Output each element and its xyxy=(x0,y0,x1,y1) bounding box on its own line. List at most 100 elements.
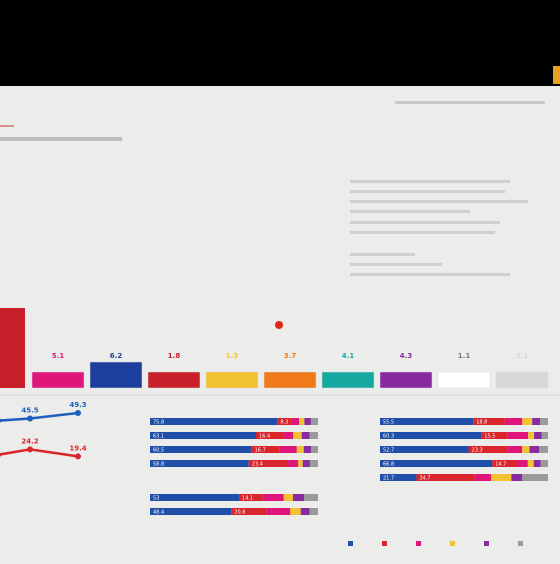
segment xyxy=(304,494,318,501)
segment xyxy=(299,418,305,425)
candidate-value: 3.7 xyxy=(284,352,297,360)
trend-point xyxy=(27,446,33,453)
segment xyxy=(310,418,318,425)
segment xyxy=(298,460,303,467)
trend-label: 19.4 xyxy=(69,444,86,452)
marker-dot xyxy=(275,321,283,329)
header-text xyxy=(395,101,545,104)
candidate-block xyxy=(89,361,143,389)
candidate-block xyxy=(495,371,549,389)
candidate-block xyxy=(263,371,317,389)
segment xyxy=(473,418,505,425)
trend-label: 49.3 xyxy=(69,401,86,409)
segment-label: 48.4 xyxy=(153,510,164,516)
lead-portrait xyxy=(0,308,25,388)
segment-label: 23.4 xyxy=(252,462,263,468)
trend-label: 45.5 xyxy=(21,407,38,415)
candidate-block xyxy=(437,371,491,389)
segment xyxy=(481,432,508,439)
segment xyxy=(522,446,530,453)
top-bar xyxy=(0,0,560,86)
candidate-value: 5.1 xyxy=(52,352,65,360)
segment xyxy=(293,432,302,439)
segment xyxy=(303,446,312,453)
segment xyxy=(511,474,523,481)
segment xyxy=(380,432,482,439)
trend-point xyxy=(75,410,81,417)
segment xyxy=(491,474,512,481)
segment-label: 16.7 xyxy=(255,448,266,454)
segment xyxy=(522,474,548,481)
segment xyxy=(309,460,318,467)
segment-label: 34.7 xyxy=(419,476,430,482)
segment xyxy=(304,418,311,425)
segment xyxy=(150,418,278,425)
segment xyxy=(534,432,542,439)
segment-label: 60.5 xyxy=(153,448,164,454)
segment-label: 14.7 xyxy=(495,462,506,468)
segment xyxy=(150,494,240,501)
trend-point xyxy=(27,415,33,422)
legend-swatch xyxy=(348,541,353,546)
segment xyxy=(533,460,541,467)
segment-label: 20.8 xyxy=(234,510,245,516)
trend-point xyxy=(0,418,1,423)
segment-label: 63.1 xyxy=(153,434,164,440)
segment xyxy=(380,474,417,481)
segment xyxy=(492,460,517,467)
segment xyxy=(251,446,280,453)
segment-label: 23.3 xyxy=(472,448,483,454)
candidate-block xyxy=(379,371,433,389)
segment xyxy=(256,432,284,439)
segment xyxy=(380,418,474,425)
segment-label: 66.8 xyxy=(383,462,394,468)
segment-label: 16.4 xyxy=(259,434,270,440)
candidate-value: 1.1 xyxy=(458,352,471,360)
segment xyxy=(283,432,294,439)
candidate-value: 4.3 xyxy=(400,352,413,360)
segment-label: 52.7 xyxy=(383,448,394,454)
segment xyxy=(279,446,297,453)
segment xyxy=(528,432,535,439)
segment xyxy=(291,418,300,425)
segment xyxy=(301,432,310,439)
segment-label: 75.8 xyxy=(153,420,164,426)
segment xyxy=(474,474,492,481)
segment xyxy=(539,446,548,453)
segment-label: 8.3 xyxy=(280,420,288,426)
segment xyxy=(239,494,263,501)
segment-label: 60.3 xyxy=(383,434,394,440)
segment xyxy=(150,446,252,453)
segment xyxy=(516,460,528,467)
segment-label: 15.5 xyxy=(484,434,495,440)
legend-swatch xyxy=(382,541,387,546)
legend-swatch xyxy=(484,541,489,546)
candidate-value: 3.1 xyxy=(516,352,529,360)
segment xyxy=(302,460,310,467)
segment xyxy=(231,508,267,515)
segment xyxy=(529,446,540,453)
segment xyxy=(150,460,249,467)
segment xyxy=(300,508,310,515)
segment xyxy=(540,460,548,467)
segment xyxy=(532,418,541,425)
candidate-value: 4.1 xyxy=(342,352,355,360)
segment xyxy=(380,460,493,467)
trend-point xyxy=(0,452,1,458)
segment xyxy=(309,432,318,439)
segment xyxy=(283,494,293,501)
segment xyxy=(507,432,529,439)
trend-label: 24.2 xyxy=(21,437,38,445)
segment xyxy=(522,418,533,425)
segment xyxy=(288,460,299,467)
segment xyxy=(150,432,257,439)
logo xyxy=(553,66,560,84)
segment xyxy=(150,508,232,515)
segment xyxy=(277,418,292,425)
segment xyxy=(296,446,304,453)
notes xyxy=(350,180,528,276)
segment xyxy=(290,508,301,515)
segment xyxy=(468,446,508,453)
